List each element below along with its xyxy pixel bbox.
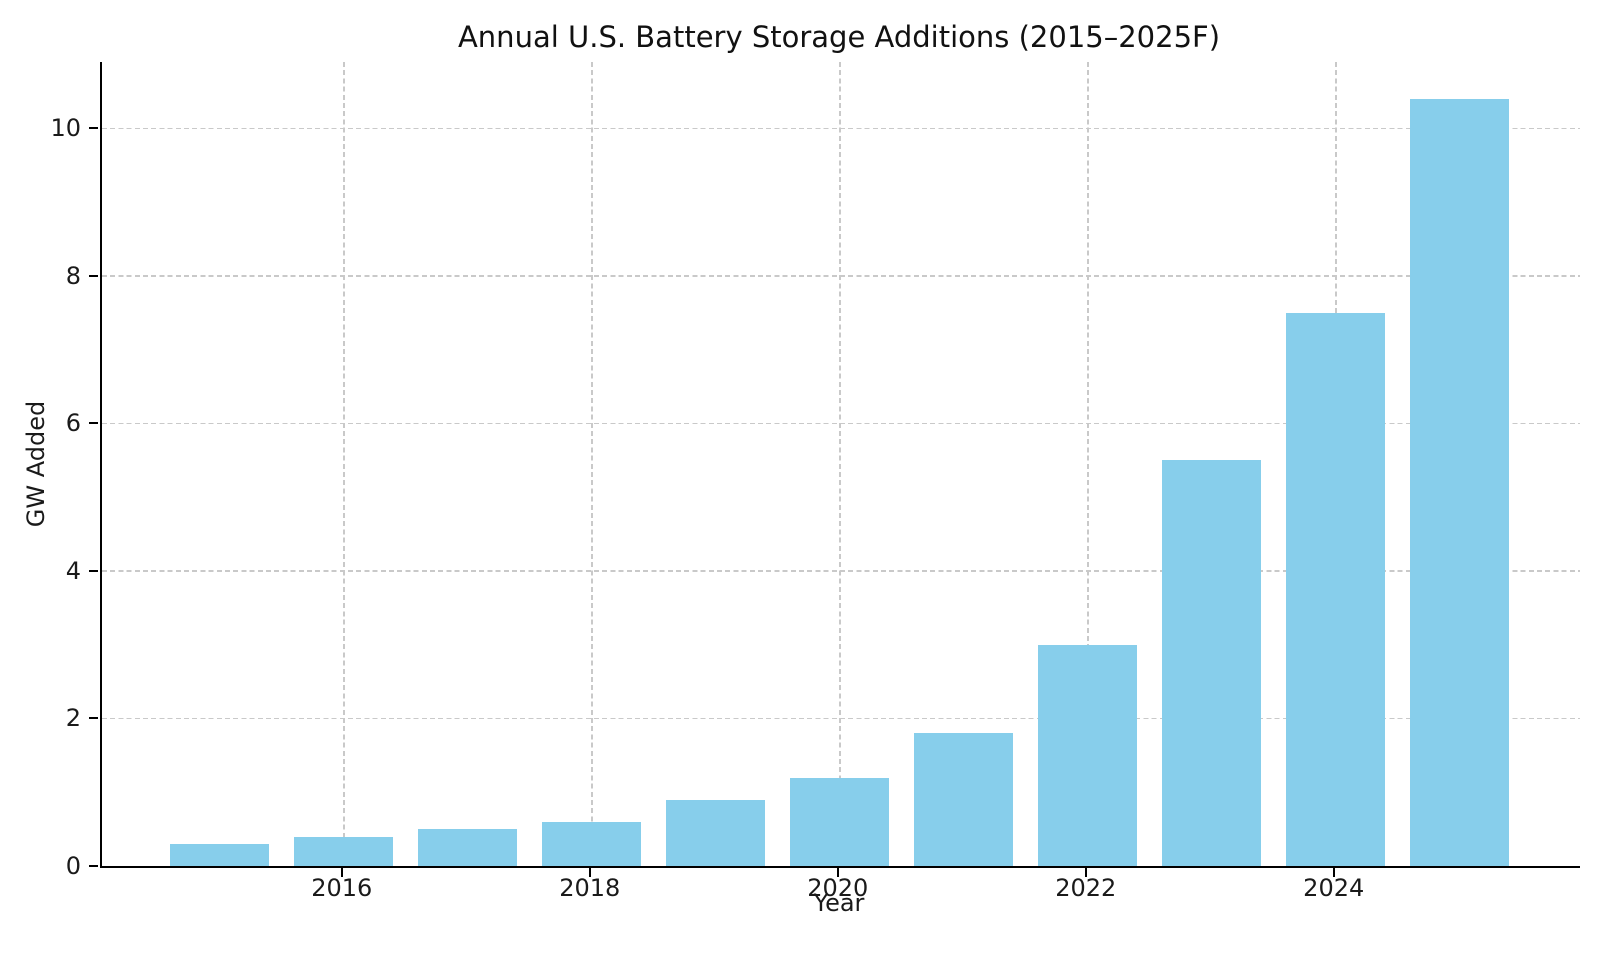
chart-title: Annual U.S. Battery Storage Additions (2… bbox=[457, 20, 1221, 54]
x-tick-mark bbox=[1084, 868, 1087, 877]
x-tick-label: 2020 bbox=[807, 874, 869, 902]
x-axis-label: Year bbox=[813, 889, 865, 917]
y-tick-label: 10 bbox=[50, 114, 81, 143]
bar-2016 bbox=[294, 836, 394, 866]
x-tick-mark bbox=[340, 868, 343, 877]
bar-2024 bbox=[1286, 312, 1386, 866]
gridline-vertical bbox=[590, 62, 593, 866]
gridline-horizontal bbox=[102, 422, 1580, 425]
x-tick-label: 2024 bbox=[1303, 874, 1365, 902]
x-tick-mark bbox=[1332, 868, 1335, 877]
y-tick-mark bbox=[89, 717, 98, 720]
y-tick-label: 0 bbox=[65, 852, 81, 880]
x-tick-mark bbox=[836, 868, 839, 877]
x-tick-label: 2022 bbox=[1055, 874, 1117, 902]
y-tick-label: 6 bbox=[65, 409, 81, 438]
bar-2015 bbox=[170, 843, 270, 866]
y-tick-mark bbox=[89, 422, 98, 425]
x-tick-label: 2016 bbox=[311, 874, 373, 902]
gridline-horizontal bbox=[102, 127, 1580, 130]
bar-2020 bbox=[790, 777, 890, 866]
y-tick-mark bbox=[89, 127, 98, 130]
bar-2022 bbox=[1038, 644, 1138, 866]
gridline-horizontal bbox=[102, 570, 1580, 572]
bar-2025 bbox=[1410, 98, 1510, 866]
y-tick-mark bbox=[89, 865, 98, 867]
y-tick-label: 4 bbox=[65, 556, 81, 585]
y-tick-label: 2 bbox=[65, 704, 81, 733]
gridline-horizontal bbox=[102, 717, 1580, 720]
bar-2019 bbox=[666, 799, 766, 866]
bar-2017 bbox=[418, 829, 518, 866]
bar-2021 bbox=[914, 733, 1014, 866]
y-tick-mark bbox=[89, 569, 98, 572]
gridline-vertical bbox=[342, 62, 345, 866]
x-tick-label: 2018 bbox=[559, 874, 621, 902]
plot-area bbox=[100, 62, 1580, 868]
gridline-horizontal bbox=[102, 275, 1580, 277]
gridline-vertical bbox=[838, 62, 841, 866]
y-tick-mark bbox=[89, 274, 98, 277]
y-tick-label: 8 bbox=[65, 261, 81, 290]
bar-2018 bbox=[542, 821, 642, 866]
bar-2023 bbox=[1162, 460, 1262, 866]
gridline-vertical bbox=[1086, 62, 1089, 866]
x-tick-mark bbox=[588, 868, 591, 877]
